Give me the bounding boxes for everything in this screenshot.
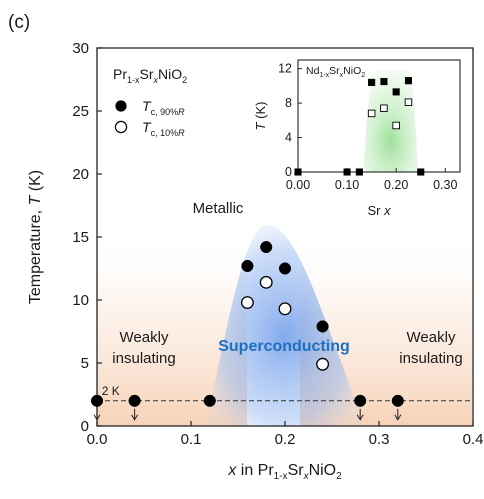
inset-x-tick-label: 0.20 [384, 178, 408, 192]
inset-data-point-filled [404, 77, 413, 85]
down-arrow-icon [131, 414, 139, 421]
region-label-weakly-right-2: insulating [399, 350, 462, 367]
data-point-tc90 [354, 394, 367, 407]
inset-data-point-filled [417, 168, 425, 176]
y-tick-label: 15 [72, 229, 89, 246]
inset-x-axis-title: Sr x [367, 203, 391, 218]
inset-title: Nd1-xSrxNiO2 [306, 65, 365, 79]
inset-axes-frame [297, 59, 461, 173]
x-tick-label: 0.0 [87, 431, 108, 448]
inset-data-point-open [404, 98, 413, 106]
panel-label: (c) [8, 12, 30, 33]
inset-data-point-filled [380, 77, 388, 86]
region-label-weakly-left-2: insulating [112, 350, 175, 367]
data-point-tc90 [278, 262, 292, 275]
inset-data-point-filled [392, 88, 400, 96]
data-point-tc90 [90, 394, 104, 407]
x-tick-label: 0.3 [369, 431, 390, 448]
inset-superconducting-region [363, 70, 419, 172]
inset-data-point-open [392, 121, 400, 130]
legend: Pr1-xSrxNiO2 Tc, 90%R Tc, 10%R [113, 66, 187, 138]
data-point-tc90 [241, 259, 254, 273]
reference-line-label: 2 K [102, 384, 120, 398]
inset-data-point-filled [355, 168, 363, 176]
y-axis-title: Temperature, T (K) [27, 170, 44, 304]
data-point-tc10 [316, 357, 330, 371]
y-tick-label: 30 [72, 40, 89, 57]
legend-entry-tc10: Tc, 10%R [142, 119, 185, 138]
y-tick-label: 0 [81, 418, 89, 435]
x-tick-label: 0.4 [463, 431, 484, 448]
down-arrow-icon [394, 414, 402, 421]
y-tick-label: 10 [72, 292, 89, 309]
data-point-tc90 [203, 394, 216, 407]
legend-marker-filled [115, 100, 127, 112]
region-label-weakly-right-1: Weakly [407, 329, 456, 346]
region-label-weakly-left-1: Weakly [120, 329, 169, 346]
inset-data-point-filled [368, 78, 376, 86]
inset-y-tick-label: 8 [285, 96, 292, 110]
superconducting-region [205, 224, 365, 426]
x-tick-label: 0.1 [181, 431, 202, 448]
data-point-tc10 [259, 275, 273, 289]
y-tick-label: 25 [72, 103, 89, 120]
down-arrow-icon [356, 414, 364, 421]
data-point-tc10 [278, 302, 292, 316]
inset-x-tick-label: 0.00 [286, 178, 310, 192]
y-tick-label: 20 [72, 166, 89, 183]
legend-entry-tc90: Tc, 90%R [142, 98, 185, 117]
inset-y-tick-label: 4 [285, 131, 292, 145]
legend-marker-open [114, 120, 128, 134]
y-tick-label: 5 [81, 355, 89, 372]
inset-x-tick-label: 0.30 [433, 178, 457, 192]
inset-data-point-filled [343, 168, 351, 176]
x-axis-title: x in Pr1-xSrxNiO2 [227, 462, 342, 482]
data-point-tc90 [316, 320, 329, 333]
region-label-metallic: Metallic [193, 200, 244, 217]
inset-y-tick-label: 0 [285, 165, 292, 179]
region-label-superconducting: Superconducting [218, 338, 350, 355]
legend-compound: Pr1-xSrxNiO2 [113, 66, 187, 85]
x-tick-label: 0.2 [275, 431, 296, 448]
inset-data-point-open [380, 104, 388, 112]
inset-x-tick-label: 0.10 [335, 178, 359, 192]
down-arrow-icon [93, 414, 101, 421]
inset-y-axis-title: T (K) [253, 102, 268, 131]
data-point-tc10 [240, 296, 254, 309]
inset-y-tick-label: 12 [278, 62, 292, 76]
inset-data-point-open [367, 109, 376, 118]
data-point-tc90 [260, 241, 273, 254]
data-point-tc90 [128, 394, 141, 407]
main-plot: 0.0 0.1 0.2 0.3 0.4 0 5 10 15 20 25 30 2 K Metallic… [27, 40, 483, 482]
inset-data-point-filled [294, 168, 302, 176]
inset-background [263, 58, 465, 206]
data-point-tc90 [391, 394, 404, 407]
